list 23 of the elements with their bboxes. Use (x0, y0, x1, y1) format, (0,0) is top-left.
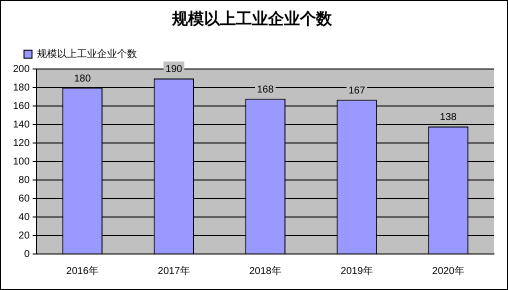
x-tick-label: 2020年 (432, 264, 464, 277)
data-label: 180 (74, 73, 92, 84)
y-tick-label: 200 (12, 64, 30, 75)
data-label: 167 (348, 85, 366, 96)
y-tick-label: 100 (12, 156, 30, 168)
data-label: 190 (166, 64, 183, 76)
y-tick-label: 60 (18, 193, 30, 204)
x-tick-label: 2016年 (66, 264, 99, 277)
x-tick-label: 2019年 (340, 264, 373, 277)
y-tick-label: 120 (12, 138, 30, 149)
y-tick-label: 40 (18, 212, 30, 223)
y-tick-label: 160 (12, 100, 30, 112)
y-tick-label: 80 (18, 174, 30, 186)
chart-title: 规模以上工业企业个数 (171, 10, 333, 28)
y-tick-label: 140 (12, 119, 30, 130)
x-tick-label: 2017年 (158, 264, 190, 277)
legend-label: 规模以上工业企业个数 (37, 48, 137, 60)
x-tick-label: 2018年 (249, 264, 282, 277)
y-tick-label: 0 (24, 248, 30, 260)
y-tick-label: 20 (18, 230, 30, 242)
y-tick-label: 180 (12, 82, 30, 94)
data-label: 138 (440, 112, 458, 124)
data-label: 168 (257, 84, 274, 96)
